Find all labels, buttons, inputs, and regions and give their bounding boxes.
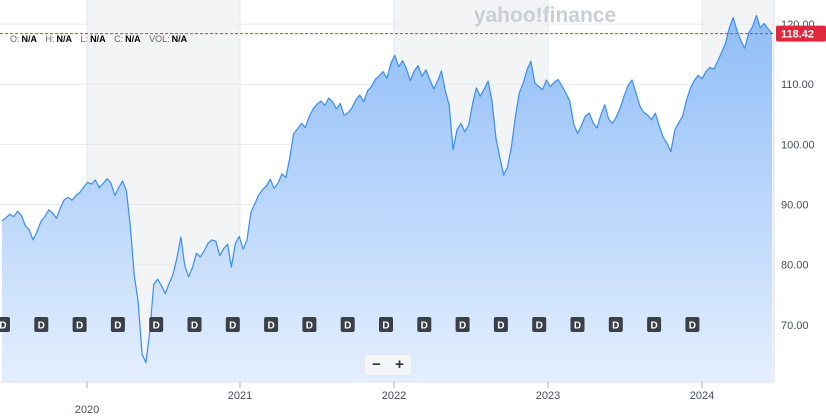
dividend-marker[interactable]: D [455,317,470,332]
svg-text:D: D [114,321,121,332]
x-tick-label: 2024 [690,390,714,402]
dividend-marker[interactable]: D [187,317,202,332]
svg-text:D: D [267,321,274,332]
zoom-in-button[interactable]: + [395,356,404,373]
yahoo-finance-logo: yahoo!finance [474,4,616,27]
y-tick-label: 100.00 [781,139,815,151]
ohlc-readout: O: N/A H: N/A L: N/A C: N/A VOL: N/A [4,34,187,44]
svg-text:D: D [421,321,428,332]
volume-key: VOL: [149,34,170,44]
svg-text:D: D [38,321,45,332]
dividend-marker[interactable]: D [302,317,317,332]
dividend-marker[interactable]: D [110,317,125,332]
y-tick-label: 70.00 [781,320,809,332]
svg-text:D: D [689,321,696,332]
dividend-marker[interactable]: D [608,317,623,332]
x-tick-label: 2023 [536,390,560,402]
volume-value: N/A [171,34,188,44]
x-tick-label: 2021 [228,390,252,402]
dividend-marker[interactable]: D [417,317,432,332]
price-line [1,15,773,364]
close-key: C: [114,34,124,44]
svg-text:D: D [153,321,160,332]
open-value: N/A [21,34,38,44]
svg-text:D: D [612,321,619,332]
dividend-marker[interactable]: D [685,317,700,332]
current-price-badge [776,25,826,42]
svg-text:D: D [76,321,83,332]
y-tick-label: 80.00 [781,260,809,272]
x-tick-label: 2020 [75,404,99,416]
y-tick-label: 110.00 [781,79,814,91]
zoom-control: − + [364,354,412,376]
svg-text:D: D [229,321,236,332]
dividend-marker[interactable]: D [225,317,240,332]
svg-text:D: D [191,321,198,332]
close-value: N/A [125,34,141,44]
y-tick-label: 90.00 [781,200,809,212]
dividend-marker[interactable]: D [532,317,547,332]
price-area-fill [2,15,772,382]
dividend-marker[interactable]: D [264,317,279,332]
low-key: L: [80,34,89,44]
low-value: N/A [90,34,106,44]
dividend-marker[interactable]: D [493,317,508,332]
svg-text:D: D [497,321,504,332]
svg-text:D: D [0,321,7,332]
svg-text:D: D [536,321,543,332]
x-tick-label: 2022 [382,390,406,402]
high-value: N/A [56,34,73,44]
svg-text:D: D [344,321,351,332]
svg-text:D: D [650,321,657,332]
dividend-marker[interactable]: D [570,317,585,332]
svg-text:D: D [459,321,466,332]
dividend-marker[interactable]: D [379,317,393,332]
svg-text:D: D [574,321,581,332]
zoom-out-button[interactable]: − [372,356,381,373]
dividend-marker[interactable]: D [647,317,662,332]
x-axis: 2020 2021 2022 2023 2024 [0,381,774,416]
dividend-marker[interactable]: D [34,317,49,332]
high-key: H: [45,34,55,44]
svg-text:D: D [382,321,389,332]
open-key: O: [10,34,20,44]
dividend-marker[interactable]: D [149,317,164,332]
svg-text:D: D [306,321,313,332]
current-price-label: 118.42 [781,29,814,41]
price-area [2,15,772,382]
price-series-line [1,15,773,364]
dividend-marker[interactable]: D [72,317,87,332]
dividend-marker[interactable]: D [0,317,10,332]
dividend-marker[interactable]: D [340,317,355,332]
